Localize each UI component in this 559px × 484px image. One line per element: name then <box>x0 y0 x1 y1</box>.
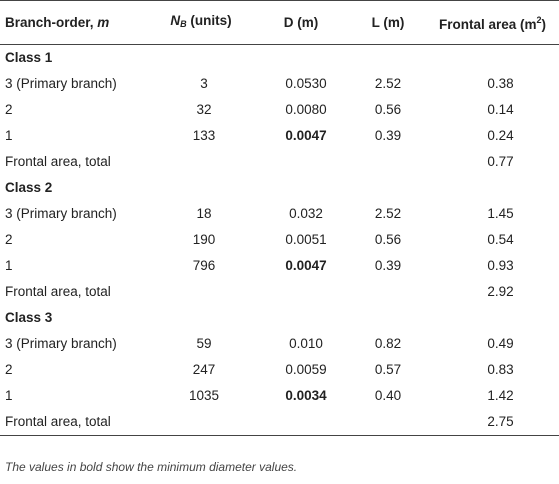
header-nb-sub: B <box>180 19 187 29</box>
cell-branch-order: 2 <box>5 232 13 247</box>
cell-nb: 3 <box>200 76 208 91</box>
cell-branch-order: 3 (Primary branch) <box>5 336 117 351</box>
cell-nb: 1035 <box>188 388 220 403</box>
header-l: L (m) <box>350 0 426 45</box>
total-label: Frontal area, total <box>5 284 111 299</box>
cell-branch-order: 3 (Primary branch) <box>5 76 117 91</box>
cell-branch-order: 1 <box>5 128 13 143</box>
total-row: Frontal area, total 0.77 <box>0 149 559 175</box>
total-value: 2.75 <box>426 409 559 436</box>
cell-branch-order: 2 <box>5 102 13 117</box>
cell-length: 0.40 <box>374 388 402 403</box>
total-row: Frontal area, total 2.75 <box>0 409 559 436</box>
cell-diameter: 0.0080 <box>285 102 327 117</box>
table-body: Class 1 3 (Primary branch) 3 0.0530 2.52 0.38… <box>0 45 559 436</box>
cell-frontal-area: 0.49 <box>487 336 514 351</box>
table-row: 3 (Primary branch) 59 0.010 0.82 0.49 <box>0 331 559 357</box>
cell-frontal-area: 0.24 <box>487 128 514 143</box>
class-title: Class 2 <box>5 180 53 195</box>
header-branch-order-label: Branch-order, <box>5 14 98 30</box>
table-row: 1 796 0.0047 0.39 0.93 <box>0 253 559 279</box>
cell-length: 0.39 <box>374 258 402 273</box>
class-heading-row: Class 1 <box>0 45 559 72</box>
header-frontal-sup: 2 <box>536 15 542 25</box>
cell-nb: 59 <box>196 336 212 351</box>
cell-frontal-area: 0.83 <box>487 362 514 377</box>
cell-nb: 133 <box>192 128 216 143</box>
table-footnote: The values in bold show the minimum diam… <box>5 460 298 474</box>
header-frontal-main: Frontal area (m <box>438 17 537 32</box>
table-row: 3 (Primary branch) 3 0.0530 2.52 0.38 <box>0 71 559 97</box>
cell-branch-order: 3 (Primary branch) <box>5 206 117 221</box>
cell-frontal-area: 0.38 <box>487 76 514 91</box>
total-label: Frontal area, total <box>0 409 426 436</box>
table-row: 1 1035 0.0034 0.40 1.42 <box>0 383 559 409</box>
table-row: 1 133 0.0047 0.39 0.24 <box>0 123 559 149</box>
table-row: 2 190 0.0051 0.56 0.54 <box>0 227 559 253</box>
cell-diameter: 0.0034 <box>285 388 327 403</box>
header-branch-order-var: m <box>97 14 110 30</box>
header-row: Branch-order, m NB (units) D (m) L (m) F… <box>0 0 559 45</box>
total-label: Frontal area, total <box>5 154 111 169</box>
header-nb: NB (units) <box>150 0 252 45</box>
class-heading-row: Class 2 <box>0 175 559 201</box>
cell-branch-order: 2 <box>5 362 13 377</box>
header-nb-main: N <box>170 13 181 28</box>
cell-length: 0.82 <box>374 336 402 351</box>
cell-nb: 796 <box>192 258 216 273</box>
cell-frontal-area: 0.93 <box>487 258 514 273</box>
class-title: Class 1 <box>5 50 53 65</box>
cell-frontal-area: 1.45 <box>487 206 514 221</box>
branch-data-table: Branch-order, m NB (units) D (m) L (m) F… <box>0 0 559 436</box>
cell-diameter: 0.010 <box>289 336 323 351</box>
cell-diameter: 0.0051 <box>285 232 327 247</box>
header-frontal-close: ) <box>541 17 547 32</box>
header-frontal-area: Frontal area (m2) <box>426 0 559 45</box>
class-title: Class 3 <box>5 310 53 325</box>
cell-length: 2.52 <box>374 206 402 221</box>
cell-length: 0.39 <box>374 128 402 143</box>
cell-length: 0.57 <box>374 362 402 377</box>
cell-nb: 32 <box>196 102 212 117</box>
cell-diameter: 0.0059 <box>285 362 327 377</box>
total-value: 0.77 <box>487 154 514 169</box>
cell-branch-order: 1 <box>5 388 13 403</box>
table-row: 2 247 0.0059 0.57 0.83 <box>0 357 559 383</box>
table-header: Branch-order, m NB (units) D (m) L (m) F… <box>0 0 559 45</box>
cell-frontal-area: 1.42 <box>487 388 514 403</box>
header-branch-order: Branch-order, m <box>0 0 150 45</box>
cell-frontal-area: 0.54 <box>487 232 514 247</box>
header-d: D (m) <box>252 0 350 45</box>
cell-length: 0.56 <box>374 102 402 117</box>
cell-diameter: 0.0530 <box>285 76 327 91</box>
cell-branch-order: 1 <box>5 258 13 273</box>
total-value: 2.92 <box>487 284 514 299</box>
cell-length: 2.52 <box>374 76 402 91</box>
class-heading-row: Class 3 <box>0 305 559 331</box>
cell-diameter: 0.0047 <box>285 128 327 143</box>
cell-nb: 18 <box>196 206 212 221</box>
cell-length: 0.56 <box>374 232 402 247</box>
cell-nb: 190 <box>192 232 216 247</box>
total-row: Frontal area, total 2.92 <box>0 279 559 305</box>
cell-frontal-area: 0.14 <box>487 102 514 117</box>
table-row: 3 (Primary branch) 18 0.032 2.52 1.45 <box>0 201 559 227</box>
table-row: 2 32 0.0080 0.56 0.14 <box>0 97 559 123</box>
cell-diameter: 0.0047 <box>285 258 327 273</box>
header-nb-unit: (units) <box>186 13 232 28</box>
cell-diameter: 0.032 <box>289 206 323 221</box>
cell-nb: 247 <box>192 362 216 377</box>
